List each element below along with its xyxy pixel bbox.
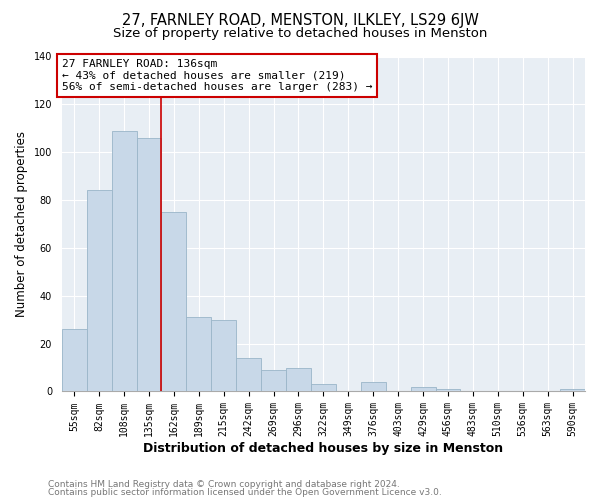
Bar (361, 382, 386, 392)
Bar (112, 130, 137, 392)
Bar (286, 368, 311, 392)
Bar (236, 358, 261, 392)
Text: Size of property relative to detached houses in Menston: Size of property relative to detached ho… (113, 28, 487, 40)
Bar (436, 389, 460, 392)
Bar (137, 138, 161, 392)
Text: 27, FARNLEY ROAD, MENSTON, ILKLEY, LS29 6JW: 27, FARNLEY ROAD, MENSTON, ILKLEY, LS29 … (122, 12, 478, 28)
Bar (311, 384, 336, 392)
Bar (161, 212, 187, 392)
Text: 27 FARNLEY ROAD: 136sqm
← 43% of detached houses are smaller (219)
56% of semi-d: 27 FARNLEY ROAD: 136sqm ← 43% of detache… (62, 59, 372, 92)
X-axis label: Distribution of detached houses by size in Menston: Distribution of detached houses by size … (143, 442, 503, 455)
Bar (62, 330, 86, 392)
Text: Contains HM Land Registry data © Crown copyright and database right 2024.: Contains HM Land Registry data © Crown c… (48, 480, 400, 489)
Bar (187, 318, 211, 392)
Bar (211, 320, 236, 392)
Bar (86, 190, 112, 392)
Y-axis label: Number of detached properties: Number of detached properties (15, 131, 28, 317)
Text: Contains public sector information licensed under the Open Government Licence v3: Contains public sector information licen… (48, 488, 442, 497)
Bar (410, 386, 436, 392)
Bar (560, 389, 585, 392)
Bar (261, 370, 286, 392)
